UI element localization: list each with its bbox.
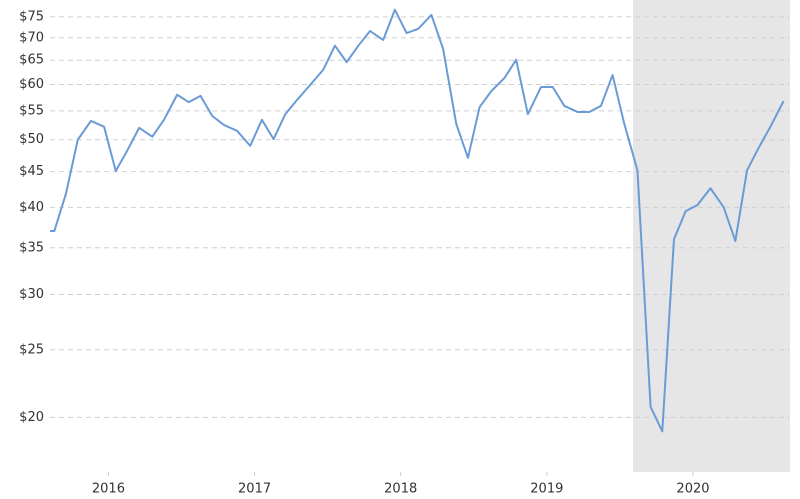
y-tick-label: $50 [19, 132, 44, 147]
y-tick-label: $25 [19, 342, 44, 357]
y-tick-label: $30 [19, 287, 44, 302]
y-tick-label: $65 [19, 53, 44, 68]
y-tick-label: $45 [19, 164, 44, 179]
x-tick-label: 2017 [238, 482, 271, 497]
y-tick-label: $40 [19, 200, 44, 215]
shaded-region [633, 0, 790, 472]
x-tick-label: 2020 [676, 482, 709, 497]
y-tick-label: $60 [19, 77, 44, 92]
y-tick-label: $20 [19, 410, 44, 425]
x-tick-label: 2018 [384, 482, 417, 497]
y-tick-label: $55 [19, 103, 44, 118]
y-tick-label: $75 [19, 9, 44, 24]
y-tick-label: $70 [19, 30, 44, 45]
x-tick-label: 2019 [530, 482, 563, 497]
x-tick-label: 2016 [92, 482, 125, 497]
y-tick-label: $35 [19, 240, 44, 255]
line [50, 8, 785, 433]
